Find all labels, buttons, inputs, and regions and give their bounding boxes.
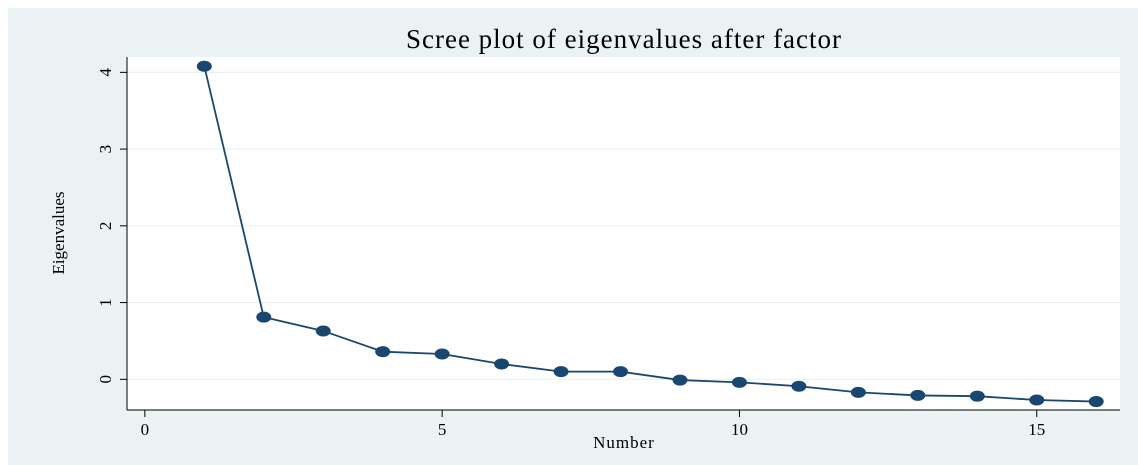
- data-point: [910, 389, 926, 401]
- chart-title: Scree plot of eigenvalues after factor: [406, 24, 842, 54]
- x-tick-label: 10: [731, 420, 748, 439]
- data-point: [1029, 394, 1045, 406]
- data-point: [553, 366, 569, 378]
- data-point: [969, 390, 985, 402]
- data-point: [434, 348, 450, 360]
- y-tick-label: 0: [96, 375, 115, 384]
- x-tick-label: 5: [438, 420, 447, 439]
- series-line: [203, 66, 1097, 403]
- data-point: [375, 346, 391, 358]
- y-tick-label: 3: [96, 145, 115, 154]
- y-tick-label: 1: [96, 298, 115, 307]
- data-point: [196, 60, 212, 72]
- y-tick-label: 2: [96, 222, 115, 231]
- plot-area: [127, 57, 1120, 410]
- data-point: [256, 311, 272, 323]
- data-point: [850, 386, 866, 398]
- data-point: [1088, 396, 1104, 408]
- x-axis-label: Number: [593, 433, 655, 452]
- data-point: [613, 366, 629, 378]
- y-tick-label: 4: [96, 68, 115, 77]
- x-tick-label: 15: [1028, 420, 1045, 439]
- data-point: [494, 358, 510, 370]
- data-point: [731, 376, 747, 388]
- x-tick-label: 0: [141, 420, 150, 439]
- y-axis-label: Eigenvalues: [49, 191, 68, 274]
- data-point: [791, 380, 807, 392]
- data-point: [315, 325, 331, 337]
- data-point: [672, 374, 688, 386]
